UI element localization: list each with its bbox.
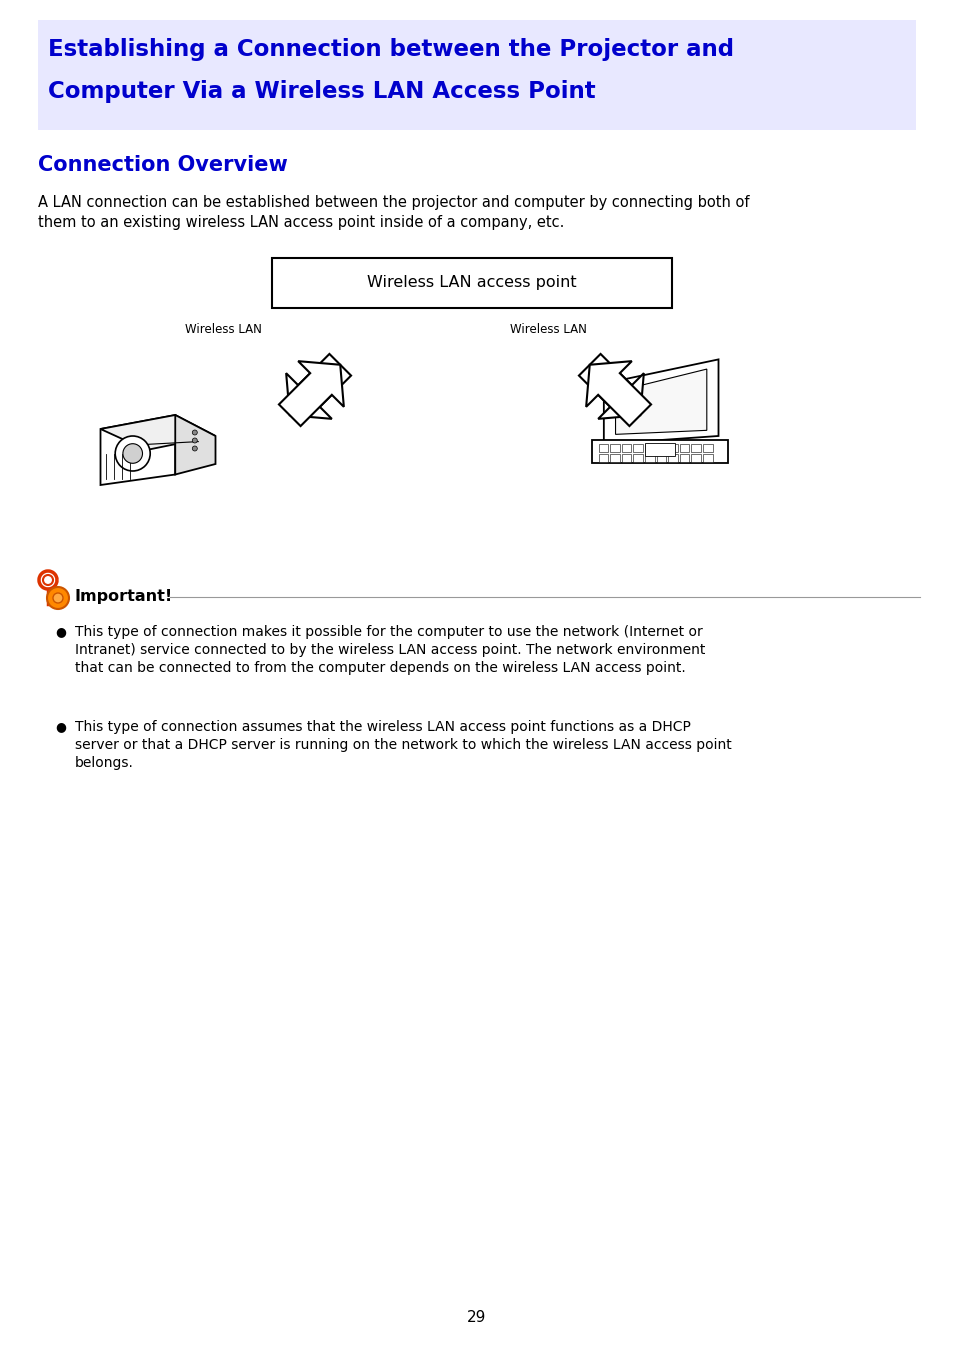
Circle shape [115, 435, 150, 470]
Text: server or that a DHCP server is running on the network to which the wireless LAN: server or that a DHCP server is running … [75, 738, 731, 752]
Circle shape [53, 594, 63, 603]
Polygon shape [578, 354, 643, 419]
Polygon shape [585, 361, 650, 426]
FancyBboxPatch shape [272, 258, 671, 308]
Circle shape [193, 446, 197, 452]
Text: that can be connected to from the computer depends on the wireless LAN access po: that can be connected to from the comput… [75, 661, 685, 675]
FancyBboxPatch shape [598, 454, 607, 462]
Polygon shape [591, 439, 727, 464]
Text: Computer Via a Wireless LAN Access Point: Computer Via a Wireless LAN Access Point [48, 80, 595, 103]
Polygon shape [278, 361, 343, 426]
Text: ●: ● [55, 625, 66, 638]
Circle shape [47, 587, 69, 608]
Text: Connection Overview: Connection Overview [38, 155, 288, 174]
FancyBboxPatch shape [644, 443, 654, 452]
Text: belongs.: belongs. [75, 756, 133, 771]
FancyBboxPatch shape [633, 454, 642, 462]
Polygon shape [603, 360, 718, 443]
Text: 29: 29 [467, 1310, 486, 1325]
Circle shape [193, 430, 197, 435]
Polygon shape [100, 415, 175, 485]
Polygon shape [175, 415, 215, 475]
Text: Intranet) service connected to by the wireless LAN access point. The network env: Intranet) service connected to by the wi… [75, 644, 704, 657]
Polygon shape [615, 369, 706, 434]
FancyBboxPatch shape [691, 443, 700, 452]
FancyBboxPatch shape [656, 443, 665, 452]
Text: This type of connection assumes that the wireless LAN access point functions as : This type of connection assumes that the… [75, 721, 690, 734]
FancyBboxPatch shape [679, 454, 689, 462]
Text: Important!: Important! [75, 589, 173, 604]
Text: Wireless LAN access point: Wireless LAN access point [367, 276, 577, 291]
Text: ●: ● [55, 721, 66, 733]
FancyBboxPatch shape [598, 443, 607, 452]
FancyBboxPatch shape [702, 454, 712, 462]
FancyBboxPatch shape [644, 454, 654, 462]
Text: Establishing a Connection between the Projector and: Establishing a Connection between the Pr… [48, 38, 733, 61]
FancyBboxPatch shape [621, 443, 631, 452]
FancyBboxPatch shape [610, 443, 619, 452]
Text: Wireless LAN: Wireless LAN [185, 323, 262, 337]
Text: This type of connection makes it possible for the computer to use the network (I: This type of connection makes it possibl… [75, 625, 702, 639]
FancyBboxPatch shape [691, 454, 700, 462]
Circle shape [193, 438, 197, 443]
FancyBboxPatch shape [621, 454, 631, 462]
Text: Wireless LAN: Wireless LAN [510, 323, 586, 337]
FancyBboxPatch shape [702, 443, 712, 452]
Circle shape [43, 575, 53, 585]
FancyBboxPatch shape [667, 454, 677, 462]
FancyBboxPatch shape [656, 454, 665, 462]
FancyBboxPatch shape [610, 454, 619, 462]
FancyBboxPatch shape [38, 20, 915, 130]
Text: A LAN connection can be established between the projector and computer by connec: A LAN connection can be established betw… [38, 195, 749, 210]
Polygon shape [100, 415, 215, 450]
Polygon shape [286, 354, 351, 419]
Circle shape [123, 443, 142, 464]
FancyBboxPatch shape [667, 443, 677, 452]
FancyBboxPatch shape [644, 443, 675, 456]
Text: them to an existing wireless LAN access point inside of a company, etc.: them to an existing wireless LAN access … [38, 215, 564, 230]
FancyBboxPatch shape [633, 443, 642, 452]
FancyBboxPatch shape [679, 443, 689, 452]
